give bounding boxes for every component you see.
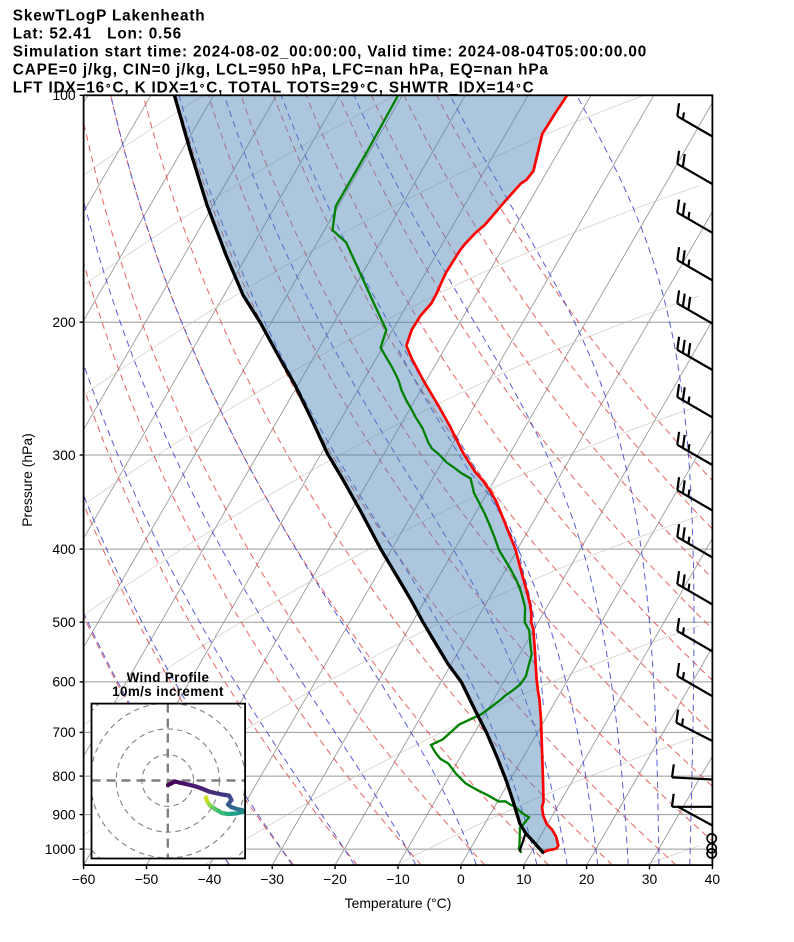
svg-text:20: 20 [579,871,595,887]
svg-text:−40: −40 [198,871,222,887]
svg-text:40: 40 [705,871,721,887]
svg-text:−20: −20 [323,871,347,887]
svg-text:Wind Profile: Wind Profile [127,670,210,685]
svg-text:200: 200 [52,314,75,330]
svg-text:−50: −50 [135,871,159,887]
svg-text:−60: −60 [72,871,96,887]
svg-text:−30: −30 [260,871,284,887]
svg-text:Lat: 52.41 Lon: 0.56: Lat: 52.41 Lon: 0.56 [13,26,182,43]
svg-text:CAPE=0 j/kg, CIN=0 j/kg, LCL=9: CAPE=0 j/kg, CIN=0 j/kg, LCL=950 hPa, LF… [13,62,549,79]
svg-text:Temperature (°C): Temperature (°C) [345,895,452,911]
svg-text:500: 500 [52,614,75,630]
svg-text:Pressure (hPa): Pressure (hPa) [19,433,35,526]
svg-text:30: 30 [642,871,658,887]
svg-text:600: 600 [52,674,75,690]
svg-text:−10: −10 [386,871,410,887]
svg-text:SkewTLogP Lakenheath: SkewTLogP Lakenheath [13,8,206,25]
svg-text:1000: 1000 [45,841,76,857]
svg-text:Simulation start time: 2024-08: Simulation start time: 2024-08-02_00:00:… [13,44,647,61]
svg-text:0: 0 [457,871,465,887]
svg-text:800: 800 [52,768,75,784]
svg-text:10: 10 [516,871,532,887]
svg-text:400: 400 [52,541,75,557]
svg-text:900: 900 [52,806,75,822]
svg-text:700: 700 [52,724,75,740]
svg-text:LFT IDX=16∘C, K IDX=1∘C, TOTAL: LFT IDX=16∘C, K IDX=1∘C, TOTAL TOTS=29∘C… [13,79,535,96]
svg-text:10m/s increment: 10m/s increment [112,684,224,699]
svg-text:300: 300 [52,447,75,463]
